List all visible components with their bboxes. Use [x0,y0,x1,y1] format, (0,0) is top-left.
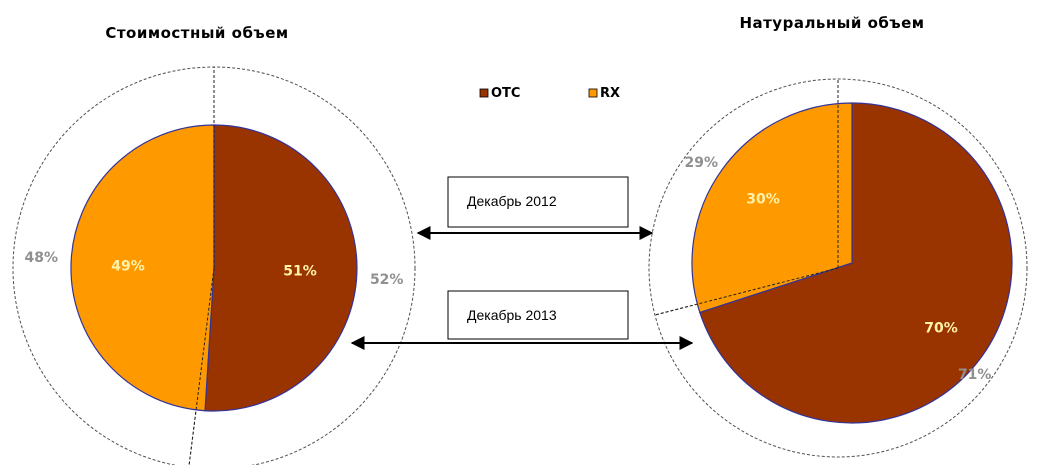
legend-swatch-otc [479,88,489,98]
legend-label-otc: OTC [491,86,520,101]
outer-label-rx: 29% [685,155,719,171]
inner-label-otc: 70% [924,321,958,337]
pie-chart-volume: 70% 30% 71% 29% [648,78,1028,458]
legend: OTC RX [479,86,620,101]
pie-slice-otc [699,102,1013,424]
divider-rx [654,267,839,316]
legend-label-rx: RX [600,86,620,101]
outer-label-otc: 52% [370,272,404,288]
outer-ring [648,78,1028,458]
annotation-box-dec2013 [447,290,629,340]
annotation-text-dec2012: Декабрь 2012 [467,193,557,209]
annotation-box-dec2012 [447,176,629,228]
outer-label-rx: 48% [25,250,59,266]
pie-chart-value: 51% 49% 52% 48% [12,66,416,465]
chart-title-value: Стоимостный объем [105,24,288,42]
pie-slice-rx [691,102,853,314]
annotation-text-dec2013: Декабрь 2013 [467,307,557,323]
annotation-dec2013: Декабрь 2013 [447,290,629,340]
pie-slice-rx [70,124,215,412]
divider-rx [188,267,215,465]
inner-label-rx: 30% [746,191,780,207]
inner-label-rx: 49% [111,258,145,274]
outer-label-otc: 71% [958,367,992,383]
legend-swatch-rx [588,88,598,98]
chart-title-volume: Натуральный объем [739,14,924,32]
annotation-dec2012: Декабрь 2012 [447,176,629,228]
inner-label-otc: 51% [283,264,317,280]
pie-slice-otc [204,124,358,412]
